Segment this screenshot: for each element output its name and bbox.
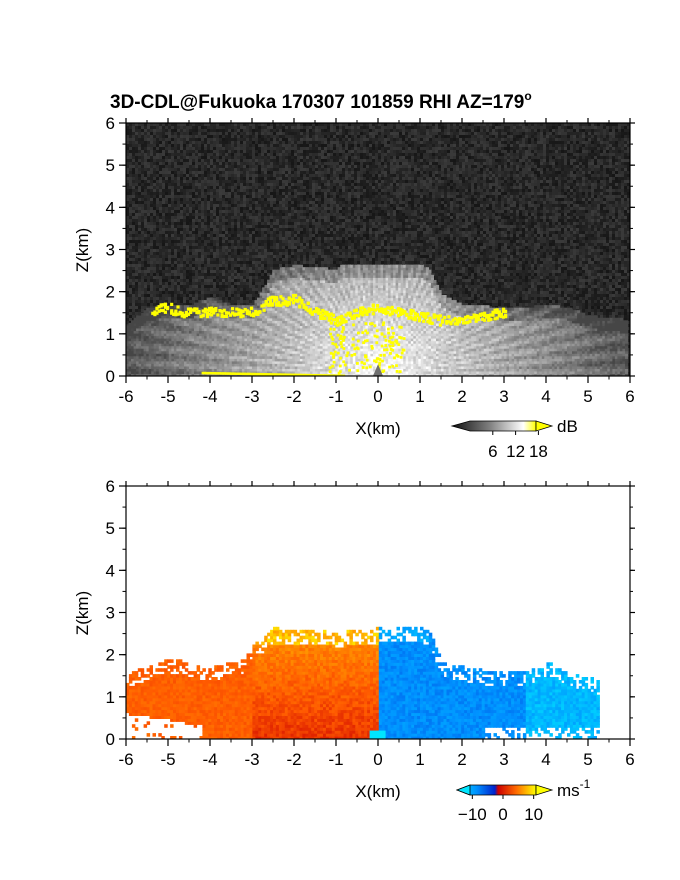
velocity-y-tick-label: 2 <box>106 646 115 665</box>
reflectivity-x-tick-label: -3 <box>244 387 259 406</box>
reflectivity-x-tick-label: -5 <box>160 387 175 406</box>
velocity-x-tick-label: 6 <box>625 750 634 769</box>
velocity-y-tick-label: 5 <box>106 519 115 538</box>
velocity-colorbar: ms-1 −10 0 10 <box>457 777 591 824</box>
reflectivity-x-tick-label: -4 <box>202 387 217 406</box>
reflectivity-colorbar-unit: dB <box>557 417 578 436</box>
velocity-y-tick-label: 3 <box>106 604 115 623</box>
reflectivity-y-tick-label: 5 <box>106 156 115 175</box>
reflectivity-colorbar-tick-label: 12 <box>506 442 525 461</box>
reflectivity-y-axis-label: Z(km) <box>73 228 92 272</box>
velocity-y-axis-label: Z(km) <box>73 591 92 635</box>
velocity-x-tick-label: 1 <box>415 750 424 769</box>
reflectivity-x-tick-label: -2 <box>286 387 301 406</box>
velocity-x-axis-label: X(km) <box>355 782 400 801</box>
velocity-x-tick-label: -6 <box>118 750 133 769</box>
velocity-y-tick-label: 0 <box>106 730 115 749</box>
reflectivity-y-tick-label: 0 <box>106 367 115 386</box>
velocity-panel: -6 -5 -4 -3 -2 -1 0 1 2 3 4 5 6 0 1 2 3 4 5 6 X(km) Z(km) m… <box>73 477 635 824</box>
reflectivity-colorbar: dB 6 12 18 <box>452 417 578 461</box>
velocity-colorbar-unit: ms-1 <box>557 777 591 800</box>
reflectivity-x-tick-label: 4 <box>541 387 550 406</box>
reflectivity-colorbar-tick-label: 18 <box>529 442 548 461</box>
velocity-x-tick-label: 4 <box>541 750 550 769</box>
reflectivity-x-tick-label: 6 <box>625 387 634 406</box>
velocity-x-tick-label: 2 <box>457 750 466 769</box>
velocity-x-tick-label: -1 <box>328 750 343 769</box>
reflectivity-y-tick-label: 1 <box>106 325 115 344</box>
reflectivity-y-tick-label: 6 <box>106 114 115 133</box>
velocity-x-tick-label: -3 <box>244 750 259 769</box>
velocity-y-tick-label: 1 <box>106 688 115 707</box>
velocity-colorbar-tick-label: −10 <box>458 805 487 824</box>
velocity-colorbar-tick-label: 10 <box>524 805 543 824</box>
reflectivity-x-tick-label: 5 <box>583 387 592 406</box>
reflectivity-y-tick-label: 3 <box>106 241 115 260</box>
reflectivity-x-tick-label: 3 <box>499 387 508 406</box>
reflectivity-x-tick-label: 0 <box>373 387 382 406</box>
radar-site-marker <box>370 731 386 739</box>
reflectivity-x-tick-label: -6 <box>118 387 133 406</box>
velocity-colorbar-tick-label: 0 <box>498 805 507 824</box>
reflectivity-x-tick-label: 1 <box>415 387 424 406</box>
velocity-x-tick-label: -2 <box>286 750 301 769</box>
velocity-x-tick-label: -5 <box>160 750 175 769</box>
reflectivity-y-tick-label: 4 <box>106 198 115 217</box>
chart-title: 3D-CDL@Fukuoka 170307 101859 RHI AZ=179o <box>110 89 532 113</box>
reflectivity-x-tick-label: 2 <box>457 387 466 406</box>
velocity-x-tick-label: 0 <box>373 750 382 769</box>
velocity-x-tick-label: -4 <box>202 750 217 769</box>
reflectivity-x-axis-label: X(km) <box>355 419 400 438</box>
velocity-y-tick-label: 4 <box>106 561 115 580</box>
reflectivity-y-tick-label: 2 <box>106 283 115 302</box>
velocity-x-tick-label: 5 <box>583 750 592 769</box>
velocity-x-tick-label: 3 <box>499 750 508 769</box>
reflectivity-colorbar-tick-label: 6 <box>488 442 497 461</box>
reflectivity-x-tick-label: -1 <box>328 387 343 406</box>
velocity-y-tick-label: 6 <box>106 477 115 496</box>
